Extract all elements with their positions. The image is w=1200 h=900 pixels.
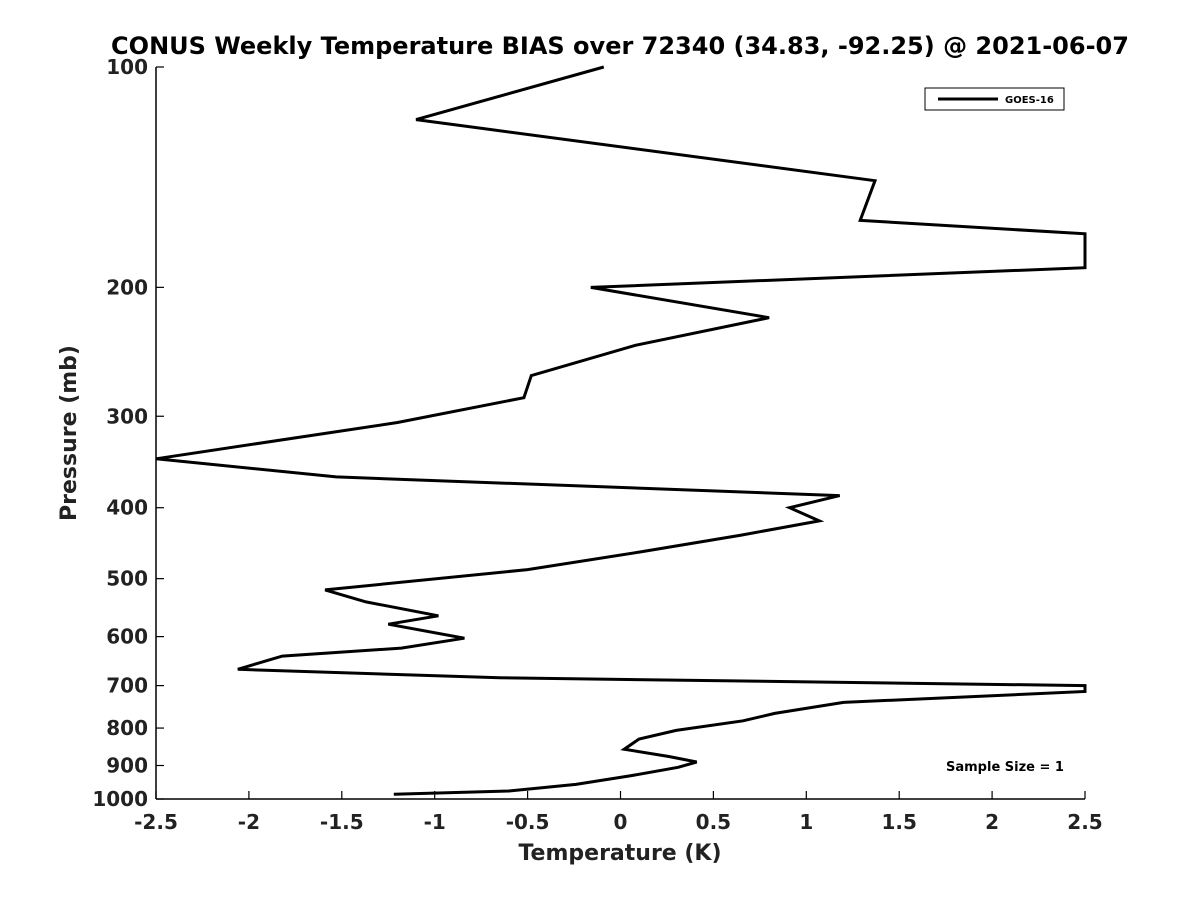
plot-area bbox=[156, 67, 1085, 799]
x-tick-label: 1.5 bbox=[881, 810, 916, 834]
x-tick-label: 0 bbox=[614, 810, 628, 834]
chart-title: CONUS Weekly Temperature BIAS over 72340… bbox=[111, 32, 1129, 60]
x-tick-label: -2 bbox=[238, 810, 260, 834]
sample-size-annotation: Sample Size = 1 bbox=[946, 760, 1064, 775]
y-tick-label: 800 bbox=[106, 716, 148, 740]
y-tick-label: 900 bbox=[106, 754, 148, 778]
y-axis-label: Pressure (mb) bbox=[57, 345, 82, 521]
y-tick-label: 600 bbox=[106, 625, 148, 649]
x-tick-label: 0.5 bbox=[696, 810, 731, 834]
y-tick-label: 700 bbox=[106, 674, 148, 698]
x-tick-label: 2.5 bbox=[1067, 810, 1102, 834]
x-tick-label: -1.5 bbox=[320, 810, 364, 834]
y-tick-label: 100 bbox=[106, 55, 148, 79]
series-line-goes-16 bbox=[155, 65, 1087, 796]
y-tick-label: 1000 bbox=[92, 787, 148, 811]
x-tick-label: 1 bbox=[799, 810, 813, 834]
y-tick-label: 500 bbox=[106, 567, 148, 591]
y-tick-label: 300 bbox=[106, 404, 148, 428]
legend-label-goes-16: GOES-16 bbox=[1005, 95, 1054, 106]
y-tick-label: 400 bbox=[106, 496, 148, 520]
y-tick-label: 200 bbox=[106, 275, 148, 299]
y-axis-ticks: 100 200 300 400 500 600 700 800 900 1000 bbox=[92, 55, 164, 811]
legend: GOES-16 bbox=[924, 87, 1065, 111]
x-axis-label: Temperature (K) bbox=[518, 841, 721, 866]
x-tick-label: 2 bbox=[985, 810, 999, 834]
x-tick-label: -2.5 bbox=[134, 810, 178, 834]
x-axis-ticks: -2.5 -2 -1.5 -1 -0.5 0 0.5 1 1.5 2 2.5 bbox=[134, 791, 1103, 834]
x-tick-label: -0.5 bbox=[506, 810, 550, 834]
x-tick-label: -1 bbox=[424, 810, 446, 834]
